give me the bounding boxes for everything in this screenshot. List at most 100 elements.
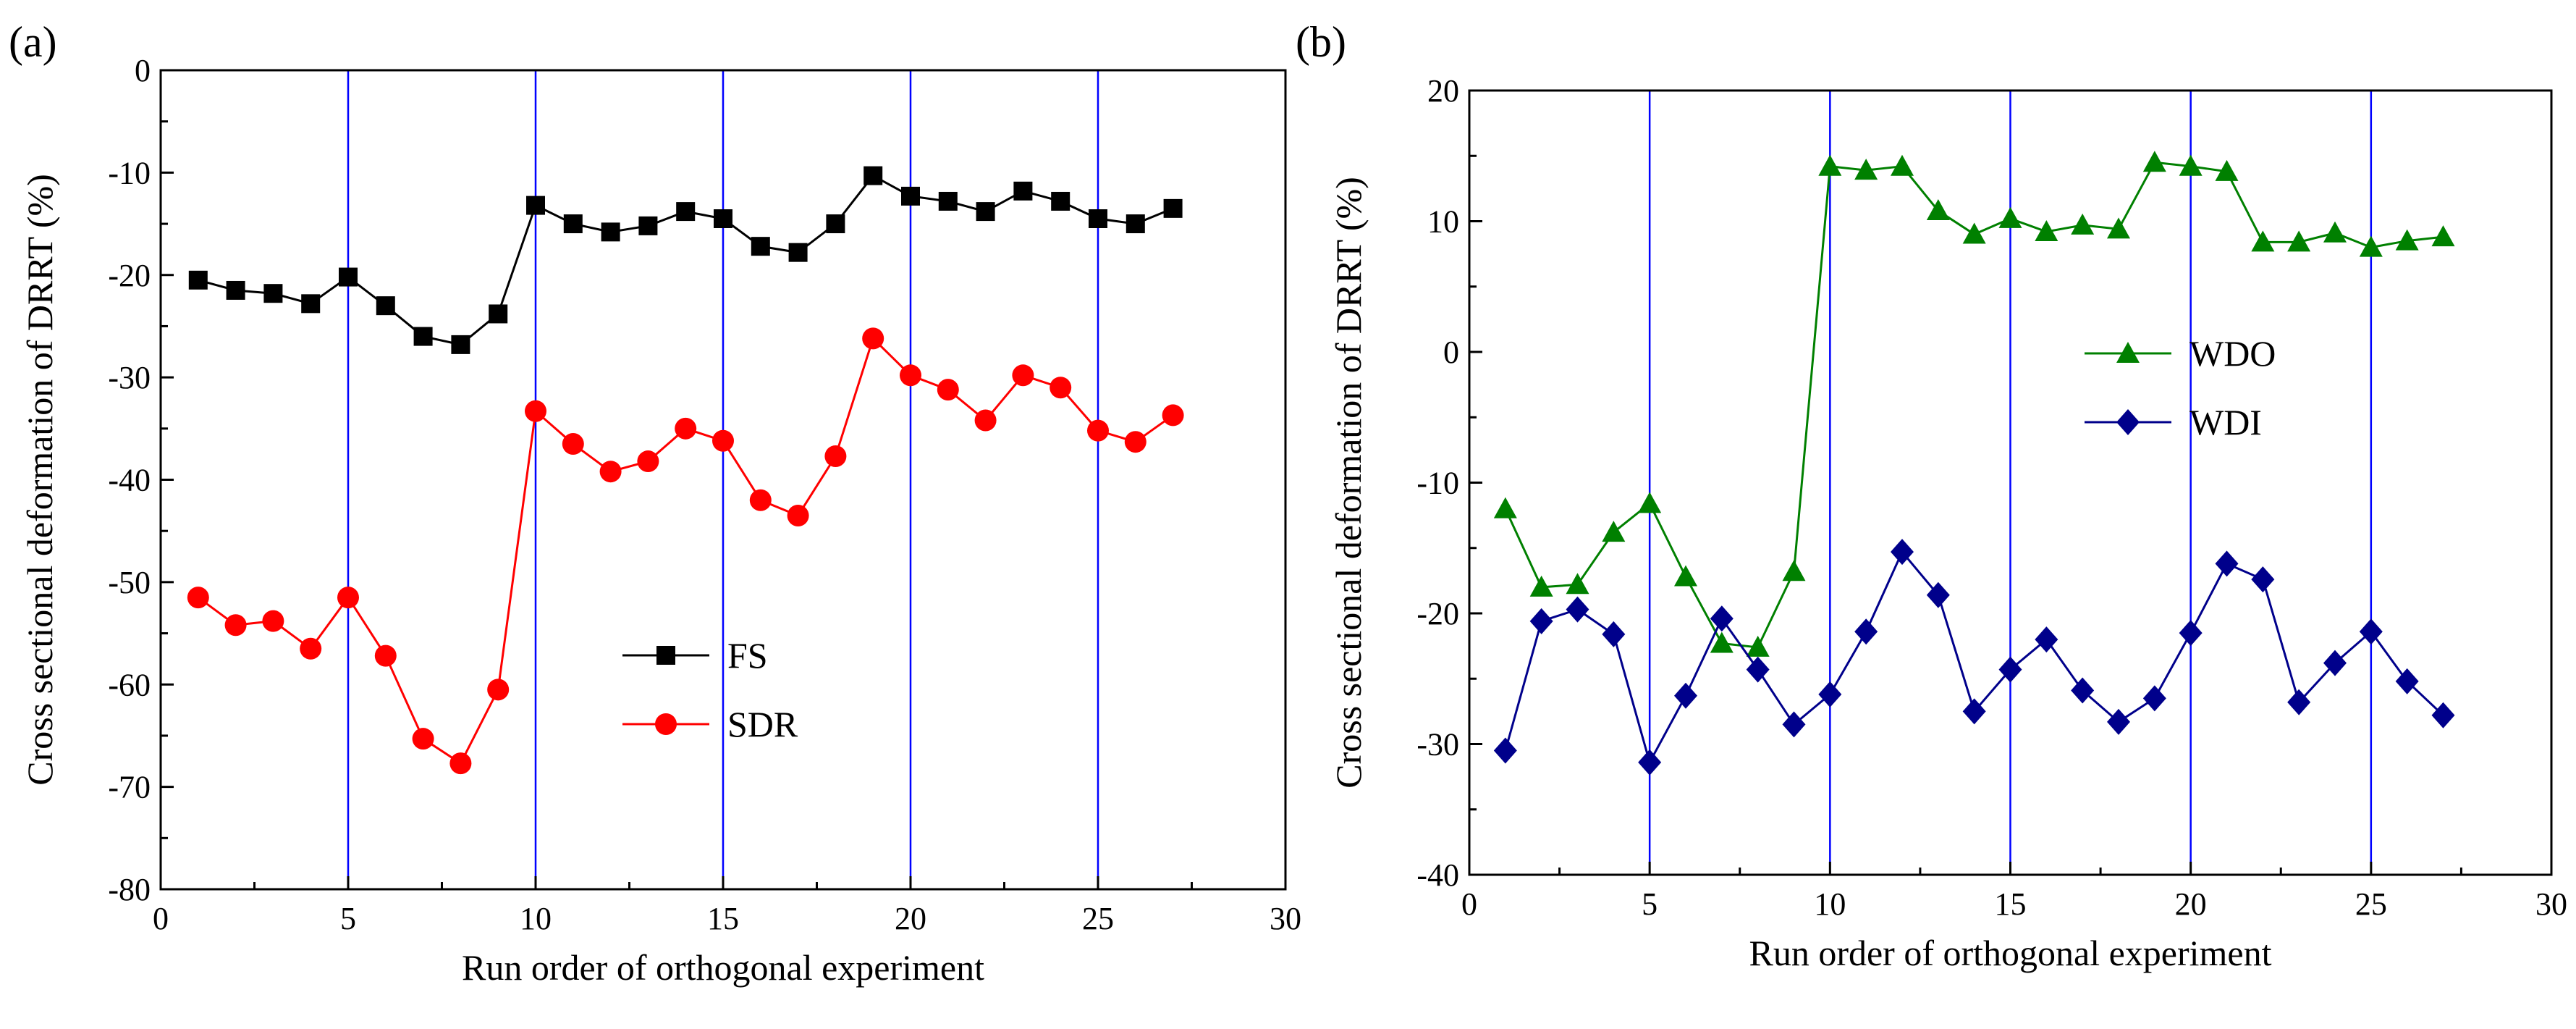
panel-a-fs-point [1013,181,1033,201]
panel-a-sdr-point [1050,377,1072,399]
panel-b-legend-wdo-label: WDO [2189,333,2276,374]
panel-a-y-tick-label--40: -40 [108,463,151,498]
panel-a-fs-point [376,296,395,316]
panel-a-sdr-point [224,614,247,637]
panel-b-y-tick-label-10: 10 [1427,204,1459,240]
panel-a-y-tick-label--70: -70 [108,770,151,805]
panel-a-sdr-point [1012,364,1034,387]
panel-b-wdi-line [1504,550,2444,765]
panel-b-wdo-point [1602,521,1626,542]
panel-b-x-tick-label-30: 30 [2535,886,2567,922]
panel-b-y-axis-title: Cross sectional deformation of DRRT (%) [1328,177,1369,789]
panel-b-wdo-point [1891,154,1914,176]
panel-b-wdi-point [1602,621,1626,647]
panel-a-y-tick-label--60: -60 [108,667,151,702]
panel-a-fs-point [788,243,808,262]
panel-b-wdi-point [1854,618,1878,645]
panel-a-y-tick-label--10: -10 [108,155,151,190]
panel-a-y-tick-label--50: -50 [108,565,151,600]
panel-b-x-tick-label-20: 20 [2175,886,2207,922]
panel-b-wdo-point [1926,199,1950,221]
panel-b-y-tick-label--40: -40 [1416,857,1459,893]
panel-b-wdi-point [2179,620,2203,647]
panel-b-wdi-point [2431,702,2455,728]
panel-a-label: (a) [9,18,57,66]
panel-a-fs-point [863,166,883,185]
panel-b-wdi-point [1493,737,1517,764]
panel-a-sdr-point [599,461,622,483]
panel-b-wdo-point [1746,635,1770,657]
panel-a-fs-point [601,222,620,242]
panel-a-y-tick-label--20: -20 [108,258,151,293]
panel-a-sdr-point [187,587,209,609]
panel-a-sdr-point [749,489,772,511]
panel-b-wdo-point [2251,230,2275,252]
panel-a-sdr-point [1124,431,1146,453]
panel-a-fs-point [676,202,696,222]
panel-b-wdi-point [1818,681,1842,707]
panel-b-wdo-point [2431,225,2455,247]
panel-a-fs-point [301,294,321,314]
panel-a-y-tick-label-0: 0 [135,53,151,88]
panel-b-wdi-point [1746,656,1770,683]
panel-b-wdo-point [2359,235,2383,257]
panel-b-wdi-point [1891,539,1914,566]
panel-b-wdo-point [2071,213,2095,235]
panel-a-sdr-point [337,587,359,609]
panel-a-fs-point [751,237,770,256]
panel-b-chart: (b) 0 5 10 15 20 25 30 20 10 0 -10 -20 -30 -40 Run or… [1296,18,2567,973]
panel-b-wdi-point [2035,626,2058,653]
panel-a-sdr-point [412,728,434,750]
panel-b-wdi-point [1638,749,1662,776]
panel-a-fs-point [714,209,732,228]
panel-b-legend-wdo-marker [2116,342,2140,363]
panel-b-y-tick-label--30: -30 [1416,727,1459,763]
panel-a-legend-sdr-label: SDR [727,704,798,744]
panel-b-x-tick-label-15: 15 [1995,886,2027,922]
panel-a-sdr-point [900,364,921,387]
panel-b-wdo-point [1566,573,1589,595]
panel-b-wdo-point [1782,560,1806,581]
panel-a-fs-point [339,267,358,287]
panel-b-wdo-point [1674,565,1697,587]
panel-b-wdo-point [2215,159,2239,181]
panel-a-fs-point [489,304,508,324]
panel-a-fs-point [901,186,920,206]
panel-a-sdr-point [1162,404,1184,427]
panel-b-vertical-lines [1648,91,2373,875]
panel-a-fs-point [938,191,958,211]
panel-a-fs-point [1051,191,1070,211]
panel-a-y-axis-title: Cross sectional deformation of DRRT (%) [20,174,60,786]
panel-a-legend: FS SDR [622,635,798,744]
panel-a-x-tick-label-30: 30 [1270,901,1301,936]
panel-a-fs-point [188,270,208,290]
panel-a-sdr-point [300,637,322,660]
panel-a-sdr-point [862,327,884,350]
panel-a-sdr-point [974,409,997,432]
panel-a-sdr-point [1087,419,1109,442]
panel-b-y-tick-label-0: 0 [1443,335,1459,370]
panel-a-y-tick-label--30: -30 [108,360,151,395]
panel-b-wdo-point [1529,575,1553,597]
panel-a-fs-point [451,335,470,354]
panel-a-ticks: 0 5 10 15 20 25 30 0 -10 -20 -30 -40 -50 -60 -70 -80 [108,53,1301,936]
panel-b-x-tick-label-10: 10 [1814,886,1846,922]
panel-a-sdr-point [562,433,584,455]
panel-a-fs-point [638,216,658,235]
panel-b-wdi-point [2215,550,2239,577]
panel-b-wdo-point [1962,222,1986,244]
panel-b-wdi-point [2287,689,2311,715]
panel-a-fs-point [413,327,433,346]
panel-a-fs-point [263,284,283,303]
panel-a-legend-sdr-marker [655,713,677,735]
panel-b-wdi-point [2395,668,2419,694]
panel-a-x-tick-label-0: 0 [153,901,169,936]
panel-b-wdo-point [1710,631,1733,653]
panel-a-legend-fs-label: FS [727,635,768,676]
panel-a-sdr-point [449,752,472,775]
panel-b-x-tick-label-0: 0 [1461,886,1477,922]
panel-b-wdi-point [2142,685,2166,712]
panel-a-x-tick-label-15: 15 [707,901,739,936]
panel-a-sdr-point [487,679,510,701]
